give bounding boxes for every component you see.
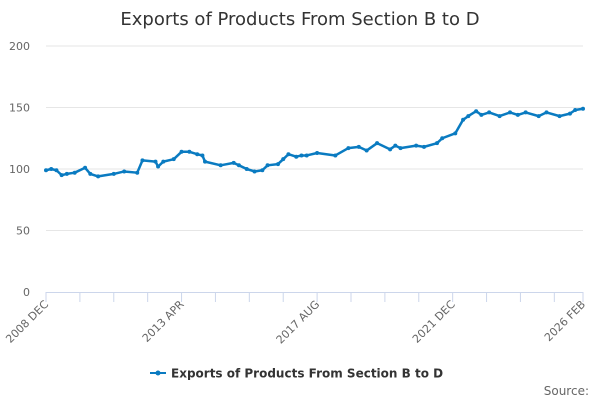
- data-point[interactable]: [218, 163, 223, 168]
- data-point[interactable]: [294, 154, 299, 159]
- legend-label: Exports of Products From Section B to D: [171, 367, 443, 381]
- data-point[interactable]: [171, 157, 176, 162]
- data-point[interactable]: [393, 143, 398, 148]
- data-point[interactable]: [265, 163, 270, 168]
- source-label: Source:: [544, 384, 589, 398]
- data-point[interactable]: [466, 114, 471, 119]
- data-point[interactable]: [122, 169, 127, 174]
- data-point[interactable]: [364, 148, 369, 153]
- data-point[interactable]: [236, 163, 241, 168]
- data-point[interactable]: [435, 141, 440, 146]
- data-point[interactable]: [388, 147, 393, 152]
- data-point[interactable]: [195, 152, 200, 157]
- data-point[interactable]: [304, 153, 309, 158]
- data-point[interactable]: [567, 111, 572, 116]
- data-point[interactable]: [398, 146, 403, 151]
- x-tick-label: 2026 FEB: [542, 298, 588, 344]
- data-point[interactable]: [64, 171, 69, 176]
- data-point[interactable]: [557, 114, 562, 119]
- data-point[interactable]: [544, 110, 549, 115]
- y-tick-label: 0: [23, 286, 30, 299]
- data-point[interactable]: [72, 170, 77, 175]
- data-point[interactable]: [153, 159, 158, 164]
- y-tick-label: 100: [9, 163, 30, 176]
- data-point[interactable]: [523, 110, 528, 115]
- data-point[interactable]: [346, 146, 351, 151]
- data-point[interactable]: [315, 151, 320, 156]
- legend-marker-icon: [155, 370, 161, 376]
- x-tick-label: 2013 APR: [140, 298, 187, 345]
- data-point[interactable]: [260, 168, 265, 173]
- data-point[interactable]: [88, 171, 93, 176]
- data-point[interactable]: [135, 170, 140, 175]
- data-point[interactable]: [375, 141, 380, 146]
- data-point[interactable]: [461, 117, 466, 122]
- data-point[interactable]: [203, 159, 208, 164]
- series-line: [45, 107, 584, 178]
- x-tick-label: 2008 DEC: [3, 298, 51, 346]
- data-point[interactable]: [83, 165, 88, 170]
- data-point[interactable]: [111, 171, 116, 176]
- data-point[interactable]: [49, 167, 54, 171]
- data-point[interactable]: [140, 158, 145, 163]
- data-point[interactable]: [497, 114, 502, 119]
- data-point[interactable]: [453, 131, 458, 136]
- data-point[interactable]: [299, 153, 304, 158]
- data-point[interactable]: [440, 136, 445, 141]
- legend-item[interactable]: Exports of Products From Section B to D: [150, 367, 443, 381]
- y-tick-label: 50: [16, 225, 30, 238]
- data-point[interactable]: [333, 153, 338, 158]
- data-point[interactable]: [200, 153, 205, 158]
- data-point[interactable]: [54, 168, 59, 173]
- data-point[interactable]: [581, 106, 585, 111]
- data-point[interactable]: [156, 164, 161, 169]
- y-tick-label: 150: [9, 102, 30, 115]
- data-point[interactable]: [59, 173, 64, 178]
- data-point[interactable]: [252, 169, 257, 174]
- data-point[interactable]: [276, 162, 281, 167]
- data-point[interactable]: [244, 167, 249, 171]
- data-point[interactable]: [487, 110, 492, 115]
- y-tick-label: 200: [9, 40, 30, 53]
- data-point[interactable]: [414, 143, 419, 148]
- data-point[interactable]: [286, 152, 291, 157]
- data-point[interactable]: [179, 149, 184, 154]
- x-tick-label: 2021 DEC: [410, 298, 458, 346]
- data-point[interactable]: [231, 160, 236, 165]
- data-point[interactable]: [161, 159, 166, 164]
- data-point[interactable]: [515, 112, 520, 117]
- data-point[interactable]: [421, 144, 426, 149]
- data-point[interactable]: [44, 168, 48, 173]
- data-point[interactable]: [474, 109, 479, 114]
- data-point[interactable]: [187, 149, 192, 154]
- data-point[interactable]: [479, 112, 484, 117]
- data-point[interactable]: [508, 110, 513, 115]
- data-point[interactable]: [536, 114, 541, 119]
- data-point[interactable]: [356, 144, 361, 149]
- data-point[interactable]: [96, 174, 101, 179]
- data-point[interactable]: [573, 107, 578, 112]
- data-point[interactable]: [281, 157, 286, 162]
- chart-title: Exports of Products From Section B to D: [120, 9, 479, 30]
- x-tick-label: 2017 AUG: [274, 298, 323, 347]
